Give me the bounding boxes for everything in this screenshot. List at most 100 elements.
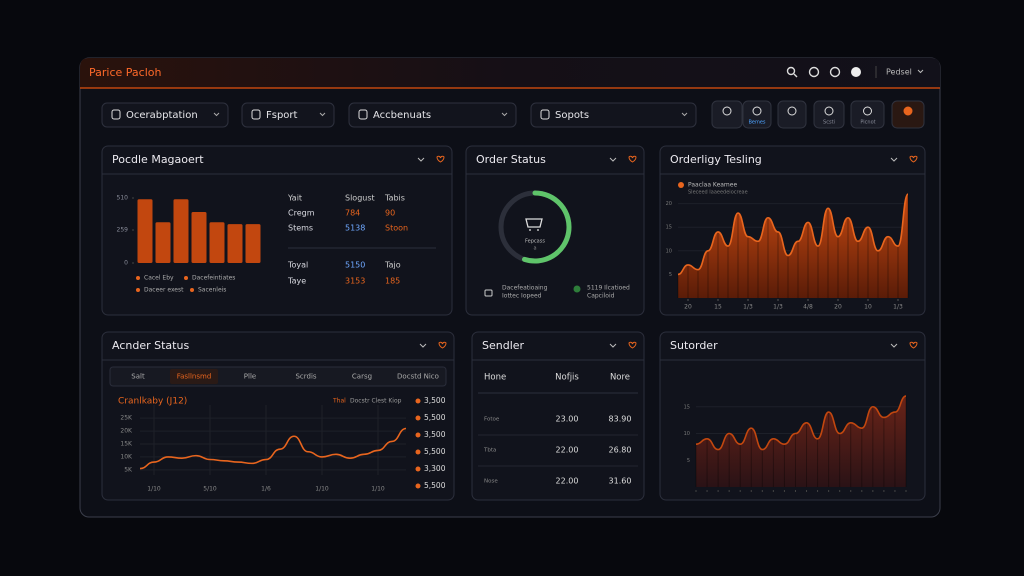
table-total: 185 bbox=[385, 277, 400, 286]
legend-label: 3,500 bbox=[424, 396, 446, 405]
donut-icon bbox=[525, 218, 543, 231]
table-total: 5150 bbox=[345, 261, 365, 270]
y-tick-label: 10K bbox=[120, 453, 133, 460]
table-cell: Stems bbox=[288, 224, 313, 233]
donut-arc bbox=[521, 190, 572, 264]
card-caret[interactable] bbox=[419, 343, 427, 348]
dropdown[interactable] bbox=[101, 102, 229, 128]
x-tick-label: 20 bbox=[834, 304, 842, 311]
card-title: Sendler bbox=[482, 339, 525, 352]
legend-label: 3,500 bbox=[424, 430, 446, 439]
header-icons[interactable] bbox=[786, 66, 862, 78]
tool-icon bbox=[722, 106, 732, 116]
legend-label: 5,500 bbox=[424, 413, 446, 422]
legend-dot bbox=[136, 276, 140, 280]
y-tick-label: 15K bbox=[120, 441, 133, 448]
x-tick-label: 4/8 bbox=[803, 304, 813, 311]
tool-icon bbox=[903, 106, 913, 116]
y-tick-label: 510 bbox=[117, 195, 129, 202]
legend-dot bbox=[415, 449, 421, 455]
chart-title: Cranlkaby (J12) bbox=[118, 397, 187, 407]
card-title: Pocdle Magaoert bbox=[112, 153, 204, 166]
card bbox=[471, 331, 645, 501]
table-cell: 23.00 bbox=[556, 415, 579, 424]
x-tick-label: 1/3 bbox=[773, 304, 783, 311]
tool-button-label: Scsti bbox=[823, 120, 835, 126]
dropdown-label[interactable]: Accbenuats bbox=[373, 110, 431, 121]
legend-dot bbox=[415, 483, 421, 489]
dropdown[interactable] bbox=[530, 102, 697, 128]
app-title: Parice Pacloh bbox=[89, 66, 161, 79]
area-line bbox=[695, 395, 907, 451]
card bbox=[101, 145, 453, 316]
area-fill bbox=[696, 396, 906, 487]
legend-label: 5,500 bbox=[424, 447, 446, 456]
dropdown-label[interactable]: Fsport bbox=[266, 110, 298, 121]
card-caret[interactable] bbox=[890, 157, 898, 162]
tab[interactable]: Carsg bbox=[352, 373, 372, 381]
table-cell: 31.60 bbox=[609, 477, 632, 486]
user-name[interactable]: Pedsel bbox=[886, 68, 912, 77]
card-fav[interactable] bbox=[628, 155, 637, 163]
x-tick-label: 1/10 bbox=[371, 486, 385, 493]
tab[interactable]: Fasllnsmd bbox=[177, 373, 212, 381]
tab[interactable]: Docstd Nico bbox=[397, 373, 439, 381]
bar bbox=[245, 224, 261, 263]
card-fav[interactable] bbox=[909, 341, 918, 349]
y-tick-label: 5 bbox=[687, 458, 690, 464]
table-cell: Tbta bbox=[483, 448, 496, 454]
tab[interactable]: Plle bbox=[244, 373, 256, 381]
card bbox=[101, 331, 455, 501]
tab[interactable]: Scrdis bbox=[295, 373, 316, 381]
card-caret[interactable] bbox=[417, 157, 425, 162]
legend-label: Capciloid bbox=[587, 293, 615, 300]
x-tick-label: 15 bbox=[714, 304, 722, 311]
bar bbox=[191, 212, 207, 263]
y-tick-label: 5K bbox=[124, 466, 133, 473]
legend-label: 5,500 bbox=[424, 481, 446, 490]
x-tick-label: 1/3 bbox=[893, 304, 903, 311]
donut-label: Fepcass bbox=[525, 239, 545, 245]
card-fav[interactable] bbox=[628, 341, 637, 349]
y-tick-label: 20K bbox=[120, 428, 133, 435]
card-fav[interactable] bbox=[438, 341, 447, 349]
y-tick-label: 10 bbox=[666, 248, 672, 254]
area-line bbox=[677, 193, 909, 276]
legend-label: Cacel Eby bbox=[144, 275, 174, 282]
table-cell: Stoon bbox=[385, 224, 408, 233]
table-header: Slogust bbox=[345, 194, 375, 203]
card-caret[interactable] bbox=[609, 343, 617, 348]
legend-label: Paaclaa Keamee bbox=[688, 182, 737, 189]
tab[interactable]: Salt bbox=[131, 373, 145, 381]
bar bbox=[209, 222, 225, 263]
card-fav[interactable] bbox=[436, 155, 445, 163]
dropdown-label[interactable]: Sopots bbox=[555, 110, 589, 121]
table-cell: 5138 bbox=[345, 224, 365, 233]
table-cell: Cregm bbox=[288, 209, 315, 218]
tab-active bbox=[170, 369, 218, 384]
legend-label: Dacefeintiates bbox=[192, 275, 235, 282]
legend-label: Daceer exest bbox=[144, 287, 184, 294]
y-tick-label: 15 bbox=[684, 404, 690, 410]
dropdown[interactable] bbox=[241, 102, 335, 128]
table-header: Nore bbox=[610, 373, 630, 383]
area-fill bbox=[678, 194, 908, 298]
card-caret[interactable] bbox=[890, 343, 898, 348]
card-fav[interactable] bbox=[909, 155, 918, 163]
card-caret[interactable] bbox=[609, 157, 617, 162]
card-title: Acnder Status bbox=[112, 339, 189, 352]
table-total: Taye bbox=[287, 277, 306, 286]
legend-dot bbox=[136, 288, 140, 292]
table-cell: 26.80 bbox=[609, 446, 632, 455]
table-cell: 22.00 bbox=[556, 477, 579, 486]
dropdown[interactable] bbox=[348, 102, 517, 128]
table-total: 3153 bbox=[345, 277, 365, 286]
card-title: Order Status bbox=[476, 153, 546, 166]
line-series bbox=[139, 427, 407, 470]
bar bbox=[173, 199, 189, 263]
bar bbox=[155, 222, 171, 263]
dropdown-label[interactable]: Ocerabptation bbox=[126, 110, 198, 121]
bar bbox=[137, 199, 153, 263]
